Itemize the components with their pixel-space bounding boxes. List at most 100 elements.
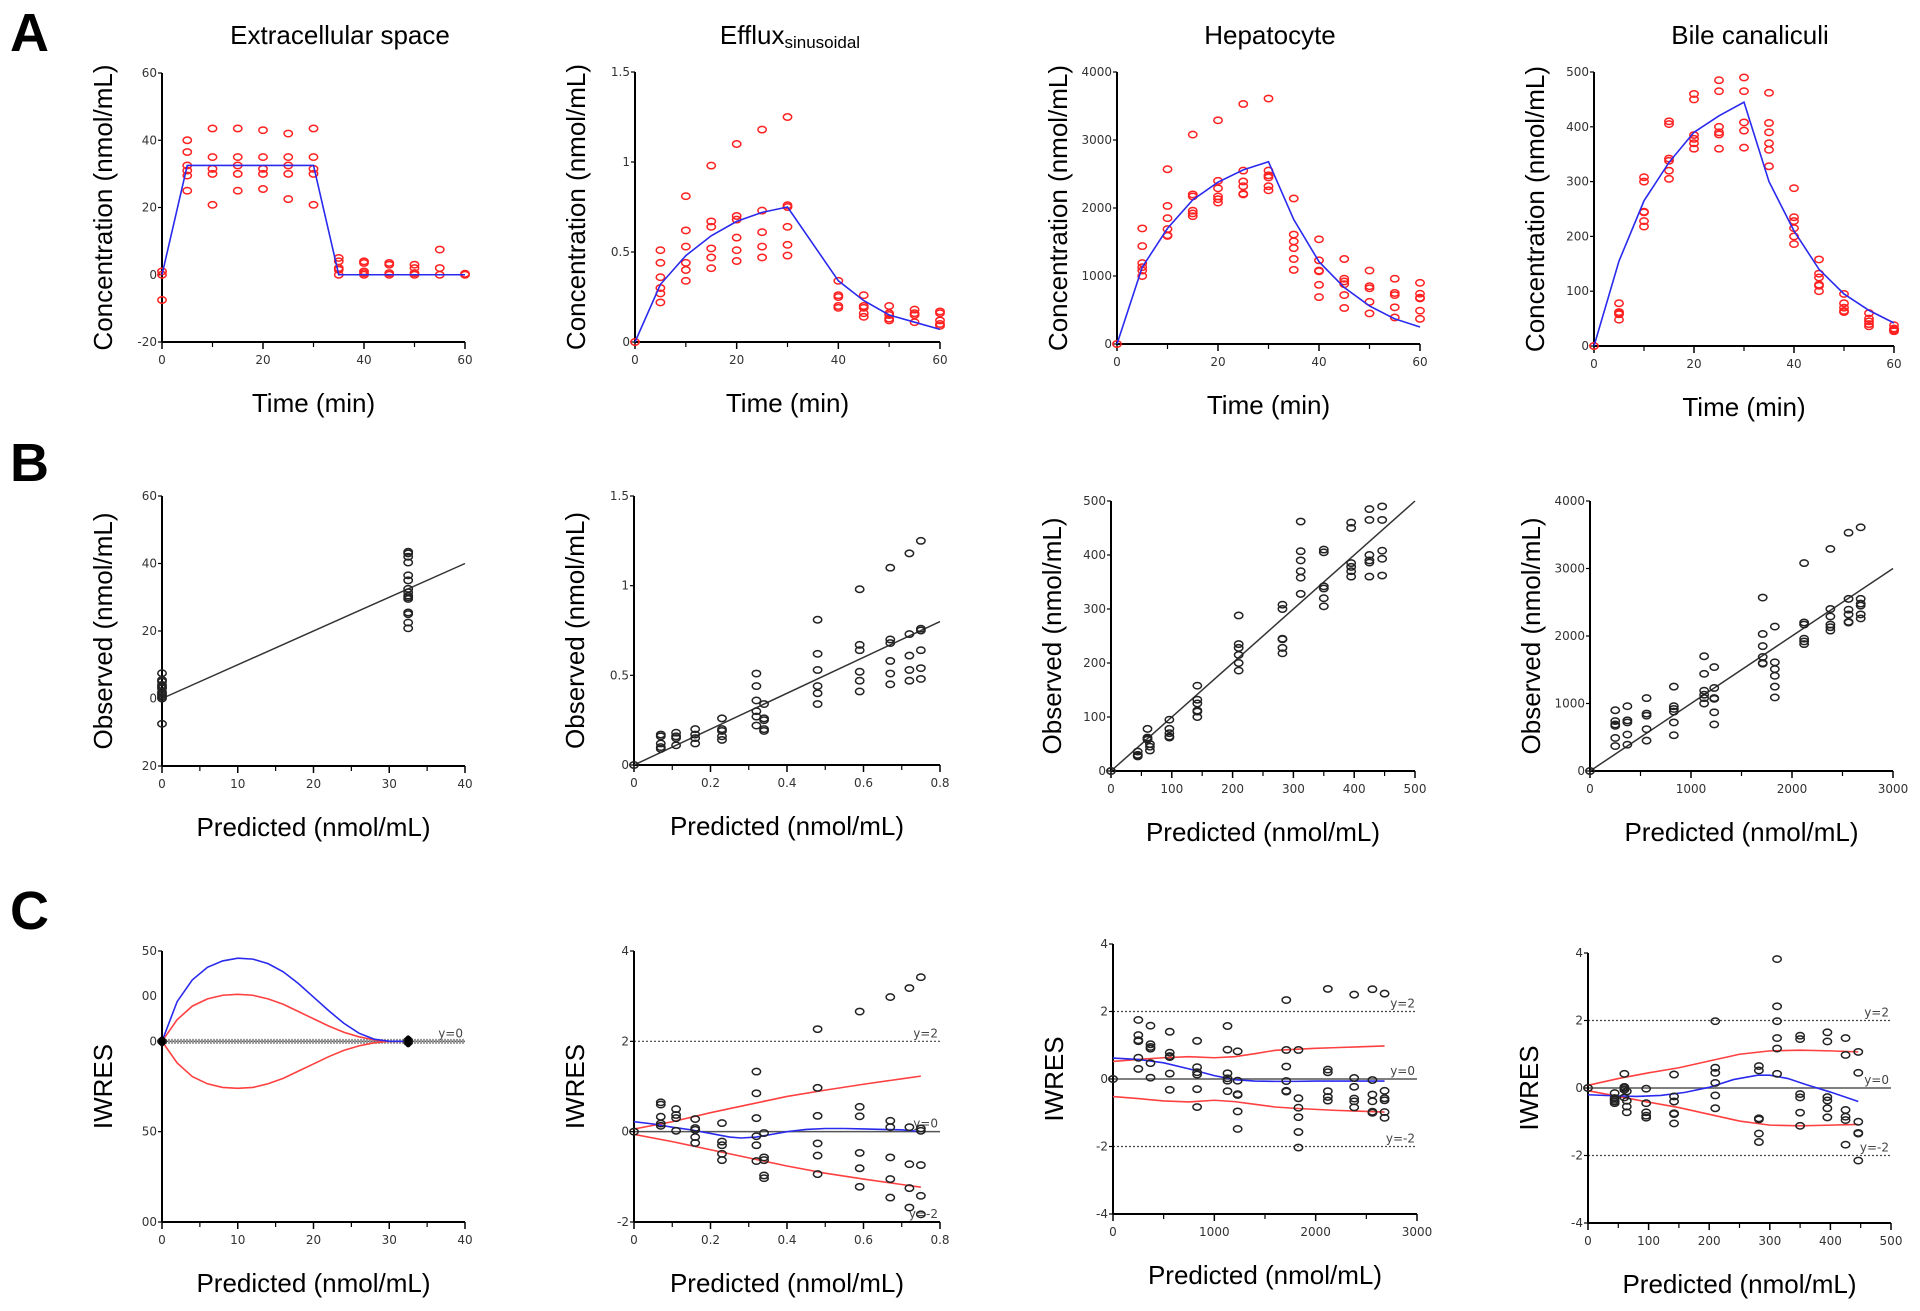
data-point bbox=[1322, 1096, 1333, 1105]
data-point bbox=[1295, 556, 1306, 565]
data-point bbox=[1668, 704, 1679, 713]
column-title-hepatocyte: Hepatocyte bbox=[1080, 20, 1460, 51]
data-point bbox=[1839, 308, 1849, 316]
identity-line bbox=[1589, 567, 1894, 772]
x-axis-label: Predicted (nmol/mL) bbox=[196, 812, 430, 842]
y-tick-label: 0 bbox=[1100, 1072, 1108, 1086]
data-point bbox=[1164, 1048, 1175, 1057]
data-point bbox=[1714, 128, 1724, 137]
y-tick-label: 2 bbox=[1575, 1014, 1583, 1028]
column-title-text: Bile canaliculi bbox=[1671, 20, 1829, 50]
data-point bbox=[1641, 736, 1652, 745]
y-axis-label: IWRES bbox=[88, 1044, 118, 1129]
data-point bbox=[1389, 291, 1400, 299]
data-point bbox=[782, 251, 793, 260]
data-point bbox=[904, 630, 915, 639]
data-point bbox=[751, 1089, 762, 1098]
y-tick-label: 0 bbox=[149, 1034, 157, 1048]
data-point bbox=[904, 676, 915, 685]
data-point bbox=[1664, 117, 1674, 126]
data-point bbox=[1295, 573, 1306, 582]
data-point-cluster bbox=[404, 1035, 412, 1048]
data-point bbox=[717, 714, 727, 723]
x-tick-label: 3000 bbox=[1402, 1225, 1433, 1239]
y-tick-label: 100 bbox=[1566, 284, 1589, 298]
x-tick-label: 0 bbox=[1590, 357, 1598, 371]
data-point bbox=[1799, 559, 1810, 568]
data-point bbox=[884, 316, 895, 325]
data-point bbox=[1339, 304, 1350, 312]
data-point bbox=[915, 626, 926, 635]
data-point bbox=[1233, 611, 1244, 620]
x-axis-label: Time (min) bbox=[1207, 390, 1330, 420]
data-point bbox=[812, 1139, 823, 1148]
x-tick-label: 500 bbox=[1404, 782, 1427, 796]
data-point bbox=[655, 258, 666, 267]
data-point bbox=[1339, 274, 1350, 283]
y-tick-label: 60 bbox=[142, 66, 157, 80]
data-point bbox=[833, 293, 844, 301]
data-point bbox=[1853, 1068, 1864, 1077]
data-point bbox=[1263, 186, 1274, 195]
data-point bbox=[1689, 89, 1699, 98]
data-point bbox=[1799, 637, 1810, 646]
y-axis-label: Concentration (nmol/mL) bbox=[88, 64, 118, 350]
y-axis-label: Observed (nmol/mL) bbox=[1516, 518, 1546, 755]
data-point bbox=[812, 1025, 823, 1034]
data-point bbox=[1213, 195, 1223, 204]
data-point bbox=[757, 125, 768, 134]
y-tick-label: -4 bbox=[1571, 1216, 1583, 1230]
data-point bbox=[904, 1203, 915, 1212]
data-point bbox=[1144, 746, 1155, 755]
data-point bbox=[1739, 118, 1749, 127]
data-point bbox=[1281, 1087, 1292, 1096]
data-point bbox=[1664, 166, 1674, 175]
y-tick-label: 4 bbox=[1575, 946, 1583, 960]
data-point bbox=[1739, 143, 1749, 152]
data-point bbox=[1622, 740, 1633, 749]
data-point bbox=[1622, 730, 1633, 739]
data-point bbox=[1764, 162, 1774, 171]
data-point bbox=[1699, 686, 1710, 695]
x-tick-label: 1000 bbox=[1676, 782, 1707, 796]
data-point bbox=[1621, 1108, 1632, 1117]
data-point bbox=[1233, 650, 1244, 659]
data-point bbox=[1364, 266, 1375, 275]
data-point bbox=[1164, 1027, 1175, 1036]
data-point bbox=[1714, 144, 1724, 153]
reference-line-label: y=2 bbox=[1390, 997, 1415, 1011]
data-point bbox=[858, 312, 869, 321]
data-point bbox=[1889, 327, 1899, 336]
data-point bbox=[1318, 602, 1329, 611]
y-tick-label: 0 bbox=[621, 1125, 629, 1139]
y-tick-label: 4000 bbox=[1081, 65, 1112, 79]
data-point bbox=[858, 303, 869, 312]
data-point bbox=[1840, 1050, 1851, 1059]
x-tick-label: 30 bbox=[382, 777, 397, 791]
reference-line-label: y=0 bbox=[1390, 1064, 1415, 1078]
data-point bbox=[854, 585, 865, 594]
data-point bbox=[1164, 733, 1175, 742]
data-point bbox=[1346, 524, 1357, 532]
data-point bbox=[1222, 1087, 1233, 1096]
data-point bbox=[182, 136, 193, 145]
data-point bbox=[1295, 517, 1306, 526]
data-point bbox=[904, 666, 915, 674]
data-point bbox=[854, 640, 865, 649]
x-tick-label: 20 bbox=[306, 1233, 321, 1247]
data-point bbox=[833, 276, 844, 285]
data-point bbox=[812, 649, 823, 658]
data-point bbox=[1112, 340, 1122, 348]
data-point bbox=[885, 1123, 896, 1132]
data-point bbox=[1213, 184, 1223, 193]
data-point bbox=[1769, 693, 1780, 702]
data-point bbox=[1795, 1035, 1806, 1044]
data-point bbox=[904, 549, 915, 558]
y-tick-label: 50 bbox=[142, 944, 157, 958]
x-tick-label: 3000 bbox=[1878, 782, 1909, 796]
data-point bbox=[1318, 594, 1329, 603]
y-tick-label: 50 bbox=[142, 1125, 157, 1139]
data-point bbox=[1621, 1087, 1632, 1096]
y-tick-label: 4 bbox=[621, 944, 629, 958]
